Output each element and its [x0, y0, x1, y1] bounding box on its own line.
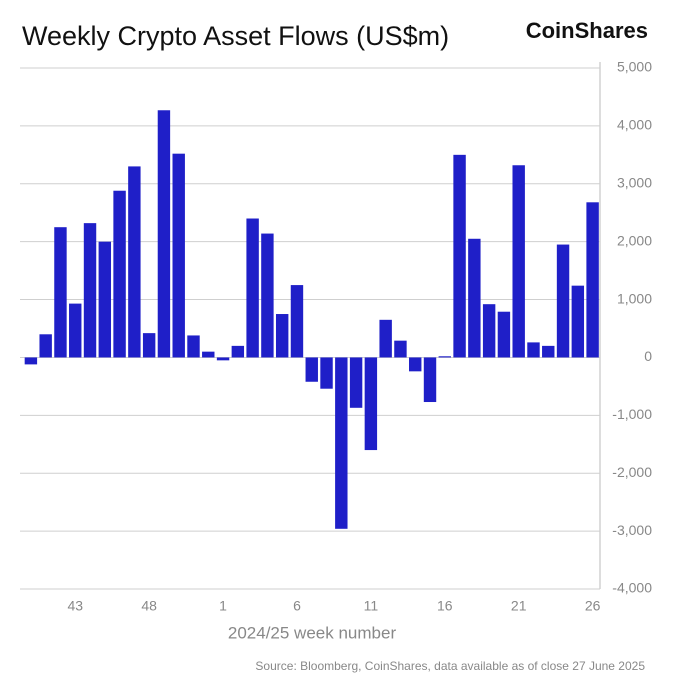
bar	[113, 190, 126, 358]
bar	[187, 335, 200, 358]
bar	[83, 223, 97, 358]
brand-logo: CoinShares	[526, 18, 648, 43]
bar	[438, 356, 451, 358]
bar	[24, 357, 38, 365]
bar	[527, 342, 540, 358]
bar	[275, 314, 289, 358]
bar	[202, 351, 215, 358]
y-tick-label: 1,000	[617, 290, 652, 306]
bar	[468, 238, 481, 358]
x-tick-label: 43	[67, 598, 83, 614]
x-tick-label: 11	[364, 598, 379, 614]
y-tick-label: -1,000	[612, 406, 652, 422]
y-tick-label: 2,000	[617, 232, 652, 248]
bar	[261, 233, 274, 358]
y-tick-label: 5,000	[617, 59, 652, 75]
bar	[231, 345, 245, 358]
y-tick-label: 0	[644, 348, 652, 364]
x-axis-title: 2024/25 week number	[228, 623, 397, 642]
chart-title: Weekly Crypto Asset Flows (US$m)	[22, 21, 449, 51]
bar	[512, 165, 525, 358]
x-tick-label: 1	[219, 598, 227, 614]
bar	[571, 285, 585, 358]
x-tick-label: 6	[293, 598, 301, 614]
bar	[335, 357, 348, 529]
bar	[556, 244, 570, 358]
y-tick-label: -2,000	[612, 464, 652, 480]
bar	[39, 334, 52, 358]
bar	[142, 333, 156, 358]
x-tick-label: 48	[141, 598, 157, 614]
bar	[320, 357, 333, 389]
bar	[157, 110, 171, 358]
source-note: Source: Bloomberg, CoinShares, data avai…	[255, 659, 645, 673]
bar	[453, 154, 466, 358]
x-tick-label: 21	[511, 598, 527, 614]
y-tick-label: -4,000	[612, 580, 652, 596]
bar	[246, 218, 259, 358]
y-tick-label: 3,000	[617, 174, 652, 190]
bar	[172, 153, 185, 358]
bar	[423, 357, 437, 403]
x-tick-label: 16	[437, 598, 453, 614]
bar	[69, 303, 82, 358]
x-tick-label: 26	[585, 598, 601, 614]
bar	[409, 357, 422, 372]
bar	[542, 345, 555, 358]
bar	[305, 357, 318, 382]
bar	[216, 357, 230, 361]
bar	[128, 166, 141, 358]
bar	[98, 241, 112, 358]
bar	[586, 202, 599, 358]
bar	[379, 319, 392, 358]
bar	[290, 285, 304, 358]
bar	[364, 357, 378, 451]
bar	[349, 357, 363, 408]
bar	[497, 311, 511, 358]
bar	[394, 340, 407, 358]
bar	[54, 227, 67, 358]
y-tick-label: -3,000	[612, 522, 652, 538]
y-tick-label: 4,000	[617, 117, 652, 133]
bar	[482, 304, 496, 358]
